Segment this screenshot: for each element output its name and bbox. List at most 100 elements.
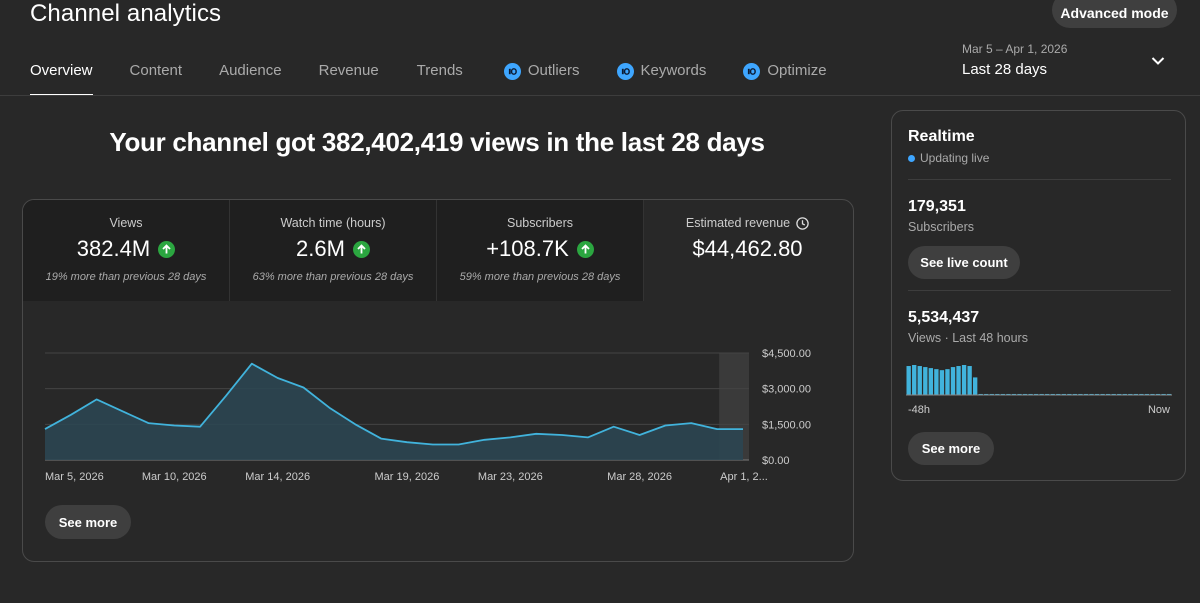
- realtime-divider: [908, 290, 1171, 291]
- tab-label: Trends: [416, 62, 463, 79]
- metric-value-text: 2.6M: [296, 236, 345, 261]
- realtime-bar: [1133, 393, 1139, 395]
- tab-overview[interactable]: Overview: [30, 62, 93, 96]
- realtime-bar: [1061, 393, 1067, 395]
- realtime-views-label: Views · Last 48 hours: [908, 331, 1028, 345]
- realtime-bar: [945, 369, 950, 395]
- metric-estimated-revenue[interactable]: Estimated revenue $44,462.80: [644, 200, 851, 301]
- realtime-bar: [1111, 393, 1116, 395]
- live-dot-icon: [908, 154, 915, 162]
- realtime-title: Realtime: [908, 128, 975, 145]
- metric-label-text: Subscribers: [507, 216, 573, 230]
- realtime-bar: [967, 366, 972, 395]
- realtime-card: Realtime Updating live 179,351 Subscribe…: [891, 110, 1186, 481]
- realtime-bar: [950, 367, 956, 395]
- x-tick-label: Apr 1, 2...: [720, 471, 768, 483]
- metric-label: Estimated revenue: [686, 216, 809, 230]
- tab-label: Optimize: [767, 62, 827, 79]
- metric-views[interactable]: Views 382.4M 19% more than previous 28 day…: [23, 200, 230, 301]
- metric-label: Watch time (hours): [280, 216, 385, 230]
- realtime-bar: [1011, 393, 1017, 395]
- tab-audience[interactable]: Audience: [219, 62, 282, 96]
- realtime-bar: [906, 366, 911, 395]
- trend-up-icon: [352, 240, 370, 258]
- advanced-mode-button[interactable]: Advanced mode: [1052, 0, 1177, 28]
- tab-label: Outliers: [527, 62, 580, 79]
- realtime-status-text: Updating live: [920, 151, 990, 165]
- chart-see-more-button[interactable]: See more: [45, 505, 131, 539]
- realtime-bar: [956, 366, 961, 395]
- realtime-bar: [1150, 393, 1155, 395]
- realtime-bar: [1078, 393, 1083, 395]
- tab-trends[interactable]: Trends: [417, 62, 463, 96]
- metric-label-text: Views: [109, 216, 143, 230]
- revenue-chart: $4,500.00 $3,000.00 $1,500.00 $0.00 Mar 5, 2…: [44, 348, 811, 483]
- overview-card: Views 382.4M 19% more than previous 28 day…: [22, 199, 854, 562]
- tab-content[interactable]: Content: [130, 62, 183, 96]
- views-headline: Your channel got 382,402,419 views in th…: [109, 127, 765, 157]
- realtime-bar: [1144, 393, 1150, 395]
- revenue-area: [45, 363, 743, 460]
- realtime-bar: [1139, 393, 1144, 395]
- realtime-bar: [1155, 393, 1161, 395]
- realtime-bar: [978, 393, 983, 395]
- realtime-bar: [939, 370, 945, 395]
- realtime-bar: [1000, 393, 1006, 395]
- metric-watch-time-hours[interactable]: Watch time (hours) 2.6M 63% more than prev…: [230, 200, 437, 301]
- realtime-see-more-button[interactable]: See more: [908, 432, 994, 465]
- tab-outliers[interactable]: Outliers: [503, 62, 580, 96]
- realtime-bar: [995, 393, 1000, 395]
- tab-label: Content: [129, 62, 183, 79]
- realtime-views-bars: [906, 365, 1172, 396]
- metric-value: 382.4M: [77, 236, 176, 262]
- y-tick-label: $4,500.00: [762, 348, 811, 360]
- x-tick-label: Mar 19, 2026: [375, 471, 440, 483]
- metric-subscribers[interactable]: Subscribers +108.7K 59% more than previous…: [437, 200, 644, 301]
- realtime-bar: [973, 377, 978, 395]
- x-tick-label: Mar 23, 2026: [478, 471, 543, 483]
- tab-label: Overview: [30, 62, 93, 79]
- tab-optimize[interactable]: Optimize: [743, 62, 827, 96]
- realtime-bar: [1045, 393, 1050, 395]
- tab-label: Audience: [219, 62, 282, 79]
- realtime-bar: [1022, 393, 1028, 395]
- metric-tabs: Views 382.4M 19% more than previous 28 day…: [23, 200, 853, 301]
- realtime-bar: [961, 365, 967, 395]
- y-tick-label: $3,000.00: [762, 384, 811, 396]
- realtime-bar: [912, 365, 917, 395]
- realtime-views-value: 5,534,437: [908, 309, 980, 326]
- x-tick-label: Mar 28, 2026: [607, 471, 672, 483]
- realtime-bar: [934, 369, 939, 395]
- date-range-text: Mar 5 – Apr 1, 2026: [962, 42, 1068, 56]
- realtime-bar: [989, 393, 994, 395]
- realtime-bar: [1056, 393, 1061, 395]
- realtime-bar: [1089, 393, 1094, 395]
- metric-label: Views: [109, 216, 142, 230]
- tab-revenue[interactable]: Revenue: [319, 62, 379, 96]
- metric-comparison: 19% more than previous 28 days: [45, 271, 207, 283]
- y-tick-label: $1,500.00: [762, 419, 811, 431]
- tab-keywords[interactable]: Keywords: [616, 62, 706, 96]
- metric-label-text: Watch time (hours): [280, 216, 386, 230]
- revenue-line: [44, 362, 743, 446]
- realtime-bar: [928, 368, 934, 395]
- metric-value: $44,462.80: [692, 236, 802, 262]
- realtime-bar: [923, 367, 928, 395]
- realtime-bar: [1122, 393, 1127, 395]
- see-live-count-button[interactable]: See live count: [908, 246, 1020, 279]
- chevron-down-icon: [1151, 57, 1165, 65]
- x-tick-label: Mar 14, 2026: [245, 471, 310, 483]
- realtime-bar: [1106, 393, 1111, 395]
- trend-up-icon: [158, 240, 176, 258]
- date-range-picker[interactable]: Mar 5 – Apr 1, 2026 Last 28 days: [962, 42, 1177, 82]
- metric-comparison: 63% more than previous 28 days: [252, 271, 414, 283]
- realtime-bar: [1117, 393, 1122, 395]
- realtime-bar: [984, 393, 989, 395]
- page-title: Channel analytics: [30, 0, 222, 27]
- vidiq-icon: [743, 63, 761, 80]
- clock-icon: [796, 216, 809, 230]
- realtime-bar: [1166, 393, 1172, 395]
- x-tick-label: Mar 5, 2026: [45, 471, 104, 483]
- realtime-bar: [1039, 393, 1044, 395]
- realtime-axis-end: Now: [1147, 404, 1170, 416]
